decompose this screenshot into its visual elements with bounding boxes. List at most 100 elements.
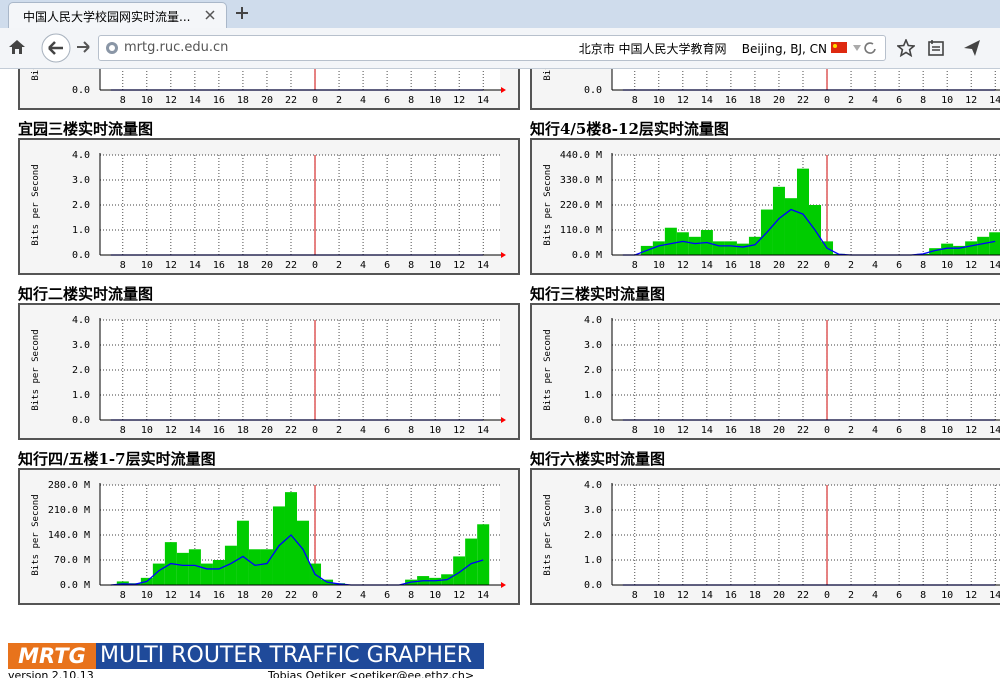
x-tick-label: 10 xyxy=(941,95,953,106)
in-bar xyxy=(724,241,737,255)
x-tick-label: 8 xyxy=(920,95,926,106)
y-tick-label: 2.0 xyxy=(72,200,90,211)
y-tick-label: 70.0 M xyxy=(54,555,90,566)
in-bar xyxy=(176,552,189,585)
y-tick-label: 0.0 M xyxy=(572,250,602,261)
graph-title: 知行六楼实时流量图 xyxy=(530,450,666,468)
in-bar xyxy=(977,236,990,255)
y-tick-label: 3.0 xyxy=(72,340,90,351)
x-tick-label: 2 xyxy=(848,590,854,601)
x-tick-label: 10 xyxy=(141,425,153,436)
x-tick-label: 12 xyxy=(677,95,689,106)
in-bar xyxy=(212,560,225,585)
in-bar xyxy=(772,186,785,255)
axis-arrow xyxy=(501,417,506,423)
in-bar xyxy=(465,538,478,585)
x-tick-label: 16 xyxy=(725,95,737,106)
x-tick-label: 0 xyxy=(312,590,318,601)
x-tick-label: 12 xyxy=(965,260,977,271)
nav-bar: mrtg.ruc.edu.cn 北京市 中国人民大学教育网 Beijing, B… xyxy=(0,28,1000,69)
in-bar xyxy=(664,227,677,255)
y-tick-label: 330.0 M xyxy=(560,175,602,186)
in-bar xyxy=(796,168,809,255)
x-tick-label: 14 xyxy=(701,590,713,601)
reader-button[interactable] xyxy=(928,39,944,57)
close-tab[interactable] xyxy=(205,10,215,20)
x-tick-label: 20 xyxy=(261,425,273,436)
x-tick-label: 10 xyxy=(429,590,441,601)
home-button[interactable] xyxy=(8,39,26,55)
y-tick-label: 110.0 M xyxy=(560,225,602,236)
y-axis-label: Bits per Second xyxy=(543,329,553,410)
y-tick-label: 4.0 xyxy=(72,315,90,326)
x-tick-label: 18 xyxy=(749,260,761,271)
x-tick-label: 0 xyxy=(312,260,318,271)
x-tick-label: 6 xyxy=(384,95,390,106)
axis-arrow xyxy=(501,87,506,93)
axis-arrow xyxy=(501,252,506,258)
x-tick-label: 8 xyxy=(632,590,638,601)
in-bar xyxy=(989,232,1000,255)
x-tick-label: 0 xyxy=(312,425,318,436)
x-tick-label: 6 xyxy=(896,425,902,436)
in-bar xyxy=(116,581,129,585)
location-text: 北京市 中国人民大学教育网 Beijing, BJ, CN xyxy=(578,42,827,56)
y-tick-label: 140.0 M xyxy=(48,530,90,541)
x-tick-label: 20 xyxy=(773,260,785,271)
y-axis-label: Bits per Second xyxy=(543,164,553,245)
x-tick-label: 14 xyxy=(189,590,201,601)
out-line xyxy=(110,534,484,586)
in-bar xyxy=(248,549,261,585)
x-tick-label: 4 xyxy=(360,425,366,436)
in-bar xyxy=(941,243,954,255)
y-tick-label: 4.0 xyxy=(584,315,602,326)
mrtg-logo: MRTG MULTI ROUTER TRAFFIC GRAPHER xyxy=(8,643,484,669)
x-tick-label: 10 xyxy=(653,425,665,436)
bookmark-button[interactable] xyxy=(897,39,915,57)
x-tick-label: 4 xyxy=(872,425,878,436)
x-tick-label: 14 xyxy=(477,95,489,106)
x-tick-label: 6 xyxy=(384,260,390,271)
axis-arrow xyxy=(501,582,506,588)
x-tick-label: 0 xyxy=(824,425,830,436)
y-tick-label: 2.0 xyxy=(584,365,602,376)
x-tick-label: 22 xyxy=(797,95,809,106)
in-bar xyxy=(688,236,701,255)
x-tick-label: 8 xyxy=(120,95,126,106)
x-tick-label: 18 xyxy=(749,425,761,436)
x-tick-label: 18 xyxy=(237,260,249,271)
share-button[interactable] xyxy=(963,39,981,57)
x-tick-label: 10 xyxy=(429,95,441,106)
y-tick-label: 0.0 xyxy=(72,85,90,96)
y-tick-label: 210.0 M xyxy=(48,505,90,516)
tab[interactable]: 中国人民大学校园网实时流量... xyxy=(8,2,227,29)
x-tick-label: 16 xyxy=(725,425,737,436)
y-tick-label: 3.0 xyxy=(584,340,602,351)
url-controls[interactable] xyxy=(851,41,879,55)
y-tick-label: 1.0 xyxy=(72,390,90,401)
x-tick-label: 16 xyxy=(213,590,225,601)
x-tick-label: 14 xyxy=(989,260,1000,271)
back-button[interactable] xyxy=(40,32,72,64)
plot-area xyxy=(612,320,1000,420)
x-tick-label: 22 xyxy=(285,260,297,271)
x-tick-label: 10 xyxy=(141,260,153,271)
url-bar[interactable]: mrtg.ruc.edu.cn 北京市 中国人民大学教育网 Beijing, B… xyxy=(98,35,886,61)
x-tick-label: 14 xyxy=(477,260,489,271)
x-tick-label: 20 xyxy=(261,260,273,271)
traffic-graph: 0.0 8 10 12 14 16 18 20 22 0 2 4 6 8 10 12 14 Bits per Se… xyxy=(18,69,520,110)
x-tick-label: 18 xyxy=(749,590,761,601)
x-tick-label: 10 xyxy=(429,260,441,271)
x-tick-label: 14 xyxy=(701,95,713,106)
author: Tobias Oetiker <oetiker@ee.ethz.ch> xyxy=(268,669,475,678)
in-bar xyxy=(188,549,201,585)
y-tick-label: 2.0 xyxy=(72,365,90,376)
in-bar xyxy=(736,243,749,255)
x-tick-label: 8 xyxy=(632,95,638,106)
new-tab[interactable] xyxy=(236,7,248,19)
x-tick-label: 22 xyxy=(797,590,809,601)
forward-button[interactable] xyxy=(76,40,90,54)
x-tick-label: 12 xyxy=(165,425,177,436)
x-tick-label: 10 xyxy=(141,590,153,601)
x-tick-label: 8 xyxy=(120,260,126,271)
